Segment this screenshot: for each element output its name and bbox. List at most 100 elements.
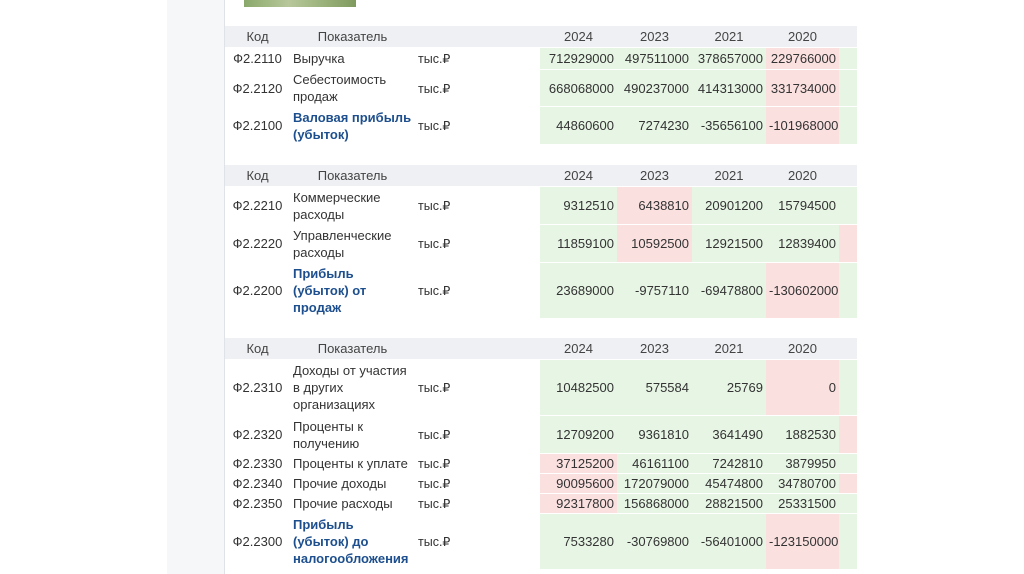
row-unit: тыс.₽ [415,47,540,70]
indicator-link[interactable]: Себестоимость продаж [290,69,415,107]
value-cell: -3 [839,262,857,319]
row-code: Ф2.2200 [225,262,290,319]
value-cell: 34780700 [766,473,839,494]
value-cell: 10482500 [540,359,617,416]
header-year: 2020 [766,26,839,48]
indicator-link[interactable]: Валовая прибыль (убыток) [290,106,415,145]
value-cell: 331734000 [766,69,839,107]
table-row: Ф2.2120 Себестоимость продаж тыс.₽ 66806800… [225,69,857,107]
value-cell: 55 [839,47,857,70]
row-code: Ф2.2350 [225,493,290,514]
sales-profit-table: Код Показатель 2024 2023 2021 2020 Ф2.2210 Комм… [225,165,857,319]
value-cell: 490237000 [617,69,692,107]
value-cell: 44860600 [540,106,617,145]
value-cell: 1 [839,224,857,263]
value-cell: -101968000 [766,106,839,145]
revenue-table: Код Показатель 2024 2023 2021 2020 Ф2.2110 Выру… [225,26,857,145]
value-cell [839,415,857,454]
value-cell: 12709200 [540,415,617,454]
table-row: Ф2.2200 Прибыль (убыток) от продаж тыс.₽ 23… [225,262,857,319]
value-cell [839,359,857,416]
value-cell: 6 [839,473,857,494]
value-cell: 12921500 [692,224,766,263]
value-cell: 156868000 [617,493,692,514]
header-year-cut [839,26,857,48]
table-row: Ф2.2350 Прочие расходы тыс.₽ 92317800 156868… [225,493,857,514]
header-year: 2021 [692,26,766,48]
header-unit [415,338,540,360]
value-cell: 90095600 [540,473,617,494]
value-cell: 23689000 [540,262,617,319]
value-cell: 9361810 [617,415,692,454]
indicator-link[interactable]: Прочие доходы [290,473,415,494]
header-code: Код [225,165,290,187]
header-year: 2023 [617,338,692,360]
row-code: Ф2.2120 [225,69,290,107]
value-cell: -69478800 [692,262,766,319]
row-code: Ф2.2300 [225,513,290,570]
indicator-link[interactable]: Выручка [290,47,415,70]
row-code: Ф2.2100 [225,106,290,145]
value-cell: 3879950 [766,453,839,474]
row-code: Ф2.2210 [225,186,290,225]
value-cell: 10592500 [617,224,692,263]
header-unit [415,26,540,48]
table-header-row: Код Показатель 2024 2023 2021 2020 [225,26,857,48]
value-cell: 414313000 [692,69,766,107]
value-cell: 7274230 [617,106,692,145]
header-year: 2020 [766,338,839,360]
value-cell: 20901200 [692,186,766,225]
indicator-link[interactable]: Прибыль (убыток) до налогообложения [290,513,415,570]
indicator-link[interactable]: Доходы от участия в других организациях [290,359,415,416]
row-code: Ф2.2320 [225,415,290,454]
value-cell: 28821500 [692,493,766,514]
row-unit: тыс.₽ [415,453,540,474]
table-row: Ф2.2320 Проценты к получению тыс.₽ 12709200… [225,415,857,454]
value-cell: 54 [839,69,857,107]
row-unit: тыс.₽ [415,186,540,225]
value-cell: 25769 [692,359,766,416]
header-image [244,0,356,7]
header-unit [415,165,540,187]
table-row: Ф2.2110 Выручка тыс.₽ 712929000 497511000 378… [225,47,857,70]
report-page: Код Показатель 2024 2023 2021 2020 Ф2.2110 Выру… [225,0,857,574]
indicator-link[interactable]: Прочие расходы [290,493,415,514]
header-indicator: Показатель [290,338,415,360]
table-row: Ф2.2100 Валовая прибыль (убыток) тыс.₽ 4486… [225,106,857,145]
value-cell: 668068000 [540,69,617,107]
row-unit: тыс.₽ [415,473,540,494]
value-cell [839,453,857,474]
table-row: Ф2.2340 Прочие доходы тыс.₽ 90095600 1720790… [225,473,857,494]
header-year: 2021 [692,338,766,360]
value-cell: 37125200 [540,453,617,474]
value-cell: 12839400 [766,224,839,263]
table-row: Ф2.2220 Управленческие расходы тыс.₽ 118591… [225,224,857,263]
indicator-link[interactable]: Прибыль (убыток) от продаж [290,262,415,319]
row-unit: тыс.₽ [415,106,540,145]
value-cell: 497511000 [617,47,692,70]
header-code: Код [225,26,290,48]
indicator-link[interactable]: Коммерческие расходы [290,186,415,225]
header-year-cut [839,338,857,360]
row-unit: тыс.₽ [415,359,540,416]
header-year: 2024 [540,165,617,187]
pretax-profit-table: Код Показатель 2024 2023 2021 2020 Ф2.2310 Дохо… [225,338,857,570]
table-row: Ф2.2310 Доходы от участия в других органи… [225,359,857,416]
row-unit: тыс.₽ [415,513,540,570]
indicator-link[interactable]: Управленческие расходы [290,224,415,263]
value-cell: -9757110 [617,262,692,319]
left-margin [167,0,224,574]
value-cell: 7533280 [540,513,617,570]
row-unit: тыс.₽ [415,224,540,263]
row-unit: тыс.₽ [415,262,540,319]
indicator-link[interactable]: Проценты к получению [290,415,415,454]
table-header-row: Код Показатель 2024 2023 2021 2020 [225,338,857,360]
value-cell: 6438810 [617,186,692,225]
header-indicator: Показатель [290,26,415,48]
row-unit: тыс.₽ [415,69,540,107]
table-row: Ф2.2300 Прибыль (убыток) до налогообложен… [225,513,857,570]
row-unit: тыс.₽ [415,493,540,514]
indicator-link[interactable]: Проценты к уплате [290,453,415,474]
value-cell: 229766000 [766,47,839,70]
value-cell: 25331500 [766,493,839,514]
